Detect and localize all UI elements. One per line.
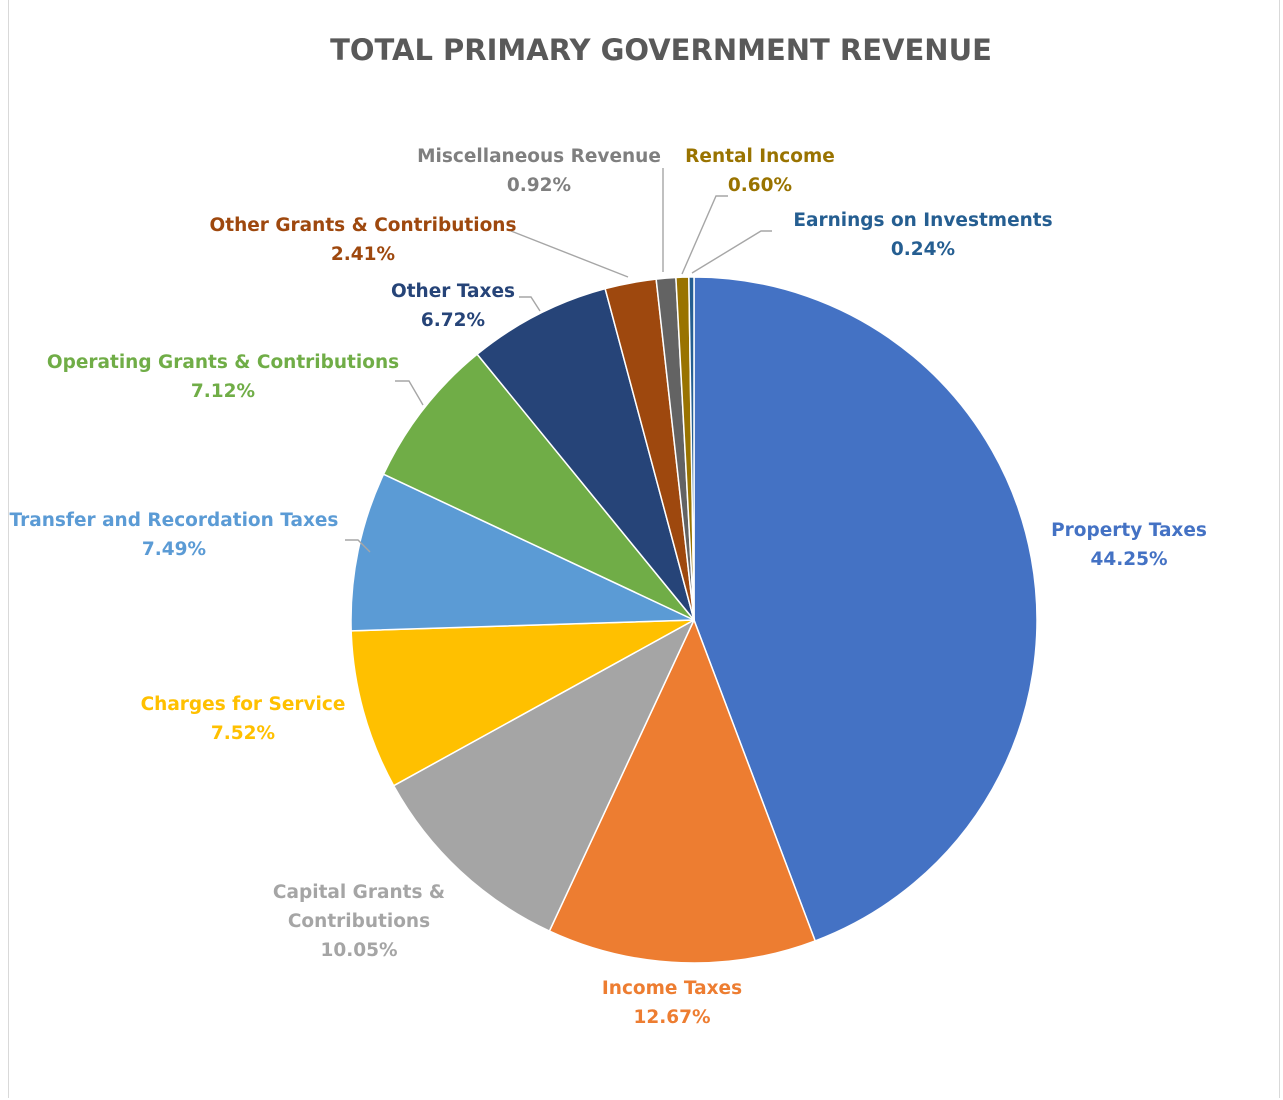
pie-slice-transfer-and-recordation-taxes[interactable] <box>350 473 695 632</box>
slice-name: Property Taxes <box>1051 520 1207 541</box>
data-label-transfer-and-recordation-taxes: Transfer and Recordation Taxes 7.49% <box>10 510 339 560</box>
leader-line-other-grants-and-contributions <box>510 230 629 278</box>
data-labels: Property Taxes 44.25% Income Taxes 12.67% Ca… <box>10 146 1207 1028</box>
slice-name: Transfer and Recordation Taxes <box>10 510 339 531</box>
slice-percent: 44.25% <box>1090 549 1167 570</box>
slice-name: Contributions <box>288 911 430 932</box>
slice-name: Miscellaneous Revenue <box>417 146 661 167</box>
leader-line-rental-income <box>681 195 728 275</box>
chart-area: TOTAL PRIMARY GOVERNMENT REVENUE Propert… <box>8 0 1280 1098</box>
slice-percent: 0.92% <box>507 175 571 196</box>
slice-percent: 12.67% <box>633 1007 710 1028</box>
slice-percent: 2.41% <box>331 244 395 265</box>
chart-title: TOTAL PRIMARY GOVERNMENT REVENUE <box>330 33 992 67</box>
leader-line-other-taxes <box>519 296 541 312</box>
pie-chart: TOTAL PRIMARY GOVERNMENT REVENUE Propert… <box>10 33 1207 1028</box>
data-label-other-grants-and-contributions: Other Grants & Contributions 2.41% <box>210 215 517 265</box>
leader-line-operating-grants-and-contributions <box>395 380 424 406</box>
pie-slice-other-taxes[interactable] <box>476 287 695 621</box>
data-label-operating-grants-and-contributions: Operating Grants & Contributions 7.12% <box>47 352 399 402</box>
slice-name: Other Grants & Contributions <box>210 215 517 236</box>
slice-name: Operating Grants & Contributions <box>47 352 399 373</box>
slice-name: Income Taxes <box>602 978 742 999</box>
slice-percent: 7.12% <box>191 381 255 402</box>
pie-slice-charges-for-service[interactable] <box>350 619 695 787</box>
data-label-other-taxes: Other Taxes 6.72% <box>391 281 515 331</box>
pie-slice-operating-grants-and-contributions[interactable] <box>382 353 695 621</box>
pie-slice-property-taxes[interactable] <box>693 276 1038 942</box>
slice-percent: 6.72% <box>421 310 485 331</box>
data-label-earnings-on-investments: Earnings on Investments 0.24% <box>793 210 1052 260</box>
pie-slice-earnings-on-investments[interactable] <box>688 276 695 621</box>
slice-percent: 7.52% <box>211 723 275 744</box>
slice-percent: 0.24% <box>891 239 955 260</box>
data-label-miscellaneous-revenue: Miscellaneous Revenue 0.92% <box>417 146 661 196</box>
data-label-income-taxes: Income Taxes 12.67% <box>602 978 742 1028</box>
data-label-charges-for-service: Charges for Service 7.52% <box>141 694 346 744</box>
slice-name: Charges for Service <box>141 694 346 715</box>
slice-name: Earnings on Investments <box>793 210 1052 231</box>
data-label-rental-income: Rental Income 0.60% <box>685 146 835 196</box>
slice-name: Other Taxes <box>391 281 515 302</box>
slice-name: Rental Income <box>685 146 835 167</box>
leader-line-earnings-on-investments <box>691 230 772 274</box>
pie-slice-income-taxes[interactable] <box>548 619 816 964</box>
pie-slices <box>350 276 1038 964</box>
leader-line-transfer-and-recordation-taxes <box>345 539 371 553</box>
slice-name: Capital Grants & <box>273 882 445 903</box>
slice-percent: 0.60% <box>728 175 792 196</box>
data-label-property-taxes: Property Taxes 44.25% <box>1051 520 1207 570</box>
data-label-capital-grants-and-contributions: Capital Grants & Contributions 10.05% <box>273 882 445 961</box>
slice-percent: 10.05% <box>320 940 397 961</box>
leader-lines <box>345 168 772 553</box>
pie-slice-capital-grants-and-contributions[interactable] <box>392 619 695 932</box>
slice-percent: 7.49% <box>142 539 206 560</box>
